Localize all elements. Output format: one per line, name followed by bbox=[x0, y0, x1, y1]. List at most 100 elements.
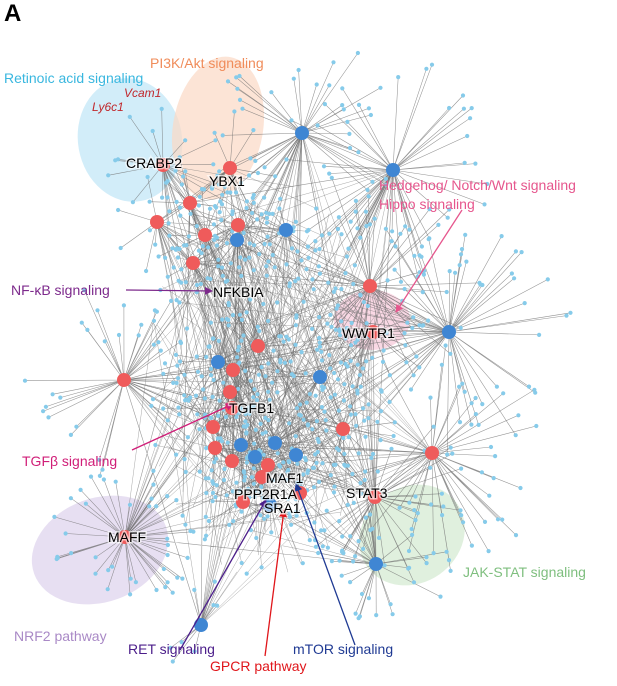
leaf-node bbox=[180, 513, 185, 518]
leaf-node bbox=[319, 384, 325, 389]
leaf-node bbox=[511, 276, 517, 281]
leaf-node bbox=[465, 133, 470, 139]
leaf-node bbox=[322, 102, 327, 107]
leaf-node bbox=[210, 490, 216, 495]
leaf-node bbox=[491, 476, 496, 481]
leaf-node bbox=[304, 400, 309, 405]
hub-node-blue bbox=[248, 450, 262, 464]
leaf-node bbox=[341, 107, 346, 112]
leaf-node bbox=[215, 173, 220, 178]
leaf-node bbox=[412, 253, 417, 258]
leaf-node bbox=[277, 206, 282, 211]
leaf-node bbox=[236, 386, 241, 392]
leaf-node bbox=[192, 649, 197, 654]
leaf-node bbox=[284, 477, 289, 483]
leaf-node bbox=[293, 279, 298, 284]
leaf-node bbox=[275, 369, 280, 374]
leaf-node bbox=[128, 576, 133, 581]
leaf-node bbox=[404, 360, 409, 365]
leaf-node bbox=[179, 640, 184, 645]
leaf-node bbox=[482, 519, 488, 525]
leaf-node bbox=[194, 224, 199, 229]
leaf-node bbox=[68, 432, 73, 437]
leaf-node bbox=[333, 462, 338, 467]
leaf-node bbox=[278, 196, 283, 201]
hub-node-red bbox=[186, 256, 200, 270]
leaf-node bbox=[147, 228, 152, 233]
leaf-node bbox=[419, 244, 424, 249]
leaf-node bbox=[390, 612, 395, 617]
leaf-node bbox=[303, 371, 308, 376]
leaf-node bbox=[336, 215, 341, 220]
leaf-node bbox=[351, 559, 356, 564]
leaf-node bbox=[178, 213, 183, 218]
leaf-node bbox=[193, 393, 199, 398]
leaf-node bbox=[284, 334, 289, 339]
leaf-node bbox=[304, 267, 309, 272]
leaf-node bbox=[349, 320, 354, 326]
hub-edges-12 bbox=[334, 228, 571, 455]
leaf-node bbox=[252, 441, 257, 446]
leaf-node bbox=[461, 106, 466, 111]
leaf-node bbox=[165, 494, 170, 499]
leaf-node bbox=[182, 457, 187, 462]
hub-node-red bbox=[363, 279, 377, 293]
ret-arrow bbox=[179, 499, 267, 651]
leaf-node bbox=[97, 473, 102, 478]
network-edges bbox=[24, 52, 571, 662]
hub-node-blue bbox=[230, 233, 244, 247]
leaf-node bbox=[236, 265, 242, 270]
leaf-node bbox=[237, 488, 242, 493]
leaf-node bbox=[297, 412, 302, 417]
leaf-node bbox=[248, 156, 253, 161]
leaf-node bbox=[295, 249, 300, 254]
leaf-node bbox=[288, 359, 293, 364]
leaf-node bbox=[78, 487, 83, 492]
leaf-node bbox=[209, 186, 215, 191]
leaf-node bbox=[182, 243, 187, 248]
leaf-node bbox=[216, 257, 221, 262]
leaf-node bbox=[366, 596, 371, 601]
leaf-node bbox=[223, 279, 228, 284]
leaf-node bbox=[448, 568, 453, 574]
leaf-node bbox=[177, 412, 182, 417]
leaf-node bbox=[200, 244, 205, 249]
leaf-node bbox=[526, 384, 532, 389]
tgfb-arrow bbox=[131, 403, 234, 451]
leaf-node bbox=[307, 391, 312, 397]
leaf-node bbox=[294, 513, 299, 518]
leaf-node bbox=[263, 374, 268, 379]
leaf-node bbox=[383, 176, 388, 181]
leaf-node bbox=[409, 526, 414, 532]
leaf-node bbox=[265, 234, 270, 239]
leaf-node bbox=[238, 180, 244, 185]
leaf-node bbox=[242, 478, 247, 483]
leaf-node bbox=[361, 546, 366, 552]
leaf-node bbox=[317, 315, 322, 320]
hub-node-red bbox=[118, 530, 132, 544]
leaf-node bbox=[214, 456, 219, 461]
leaf-node bbox=[270, 252, 275, 258]
leaf-node bbox=[534, 423, 539, 429]
leaf-node bbox=[364, 359, 369, 364]
leaf-node bbox=[213, 138, 218, 143]
leaf-node bbox=[485, 181, 490, 187]
leaf-node bbox=[390, 229, 395, 234]
leaf-node bbox=[255, 324, 260, 329]
leaf-node bbox=[244, 460, 249, 465]
leaf-node bbox=[403, 343, 408, 348]
leaf-node bbox=[509, 271, 514, 276]
leaf-node bbox=[210, 499, 215, 504]
nfkb-label: NF-κB signaling bbox=[11, 282, 110, 298]
leaf-node bbox=[219, 265, 225, 270]
leaf-node bbox=[234, 480, 239, 485]
leaf-node bbox=[223, 414, 229, 420]
leaf-node bbox=[457, 420, 463, 425]
leaf-node bbox=[183, 522, 188, 527]
leaf-node bbox=[262, 241, 267, 247]
leaf-node bbox=[281, 339, 286, 344]
leaf-node bbox=[360, 366, 365, 371]
hub-node-red bbox=[368, 490, 382, 504]
leaf-node bbox=[320, 544, 325, 549]
leaf-node bbox=[54, 556, 59, 562]
